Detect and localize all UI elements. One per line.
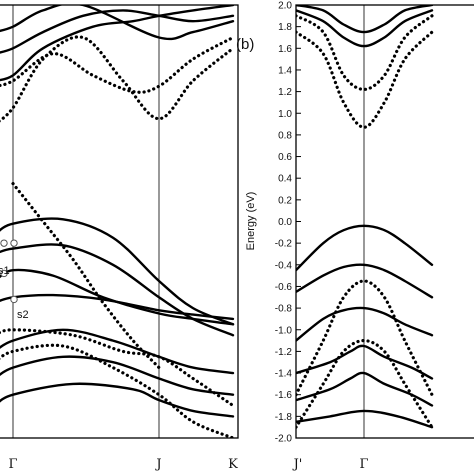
panel-a-band-11 <box>0 5 235 82</box>
panel-a-state-marker-2 <box>10 239 18 247</box>
panel-b-y-ticks: -2.0 -1.8 -1.6 -1.4 -1.2 -1.0 -0.8 -0.6 -0.4 -0.2… <box>275 1 301 445</box>
panel-b-y-tick-label-8: -0.6 <box>275 282 293 293</box>
panel-a-band-7 <box>0 382 235 418</box>
panel-b-label: (b) <box>236 36 254 53</box>
panel-b-y-axis-title: Energy (eV) <box>245 192 257 251</box>
panel-a-state-marker-4 <box>10 295 18 304</box>
panel-b-y-tick-label-17: 1.2 <box>278 87 292 98</box>
panel-b-y-tick-label-20: 1.8 <box>278 22 292 33</box>
panel-b-kpoint-label-1: J' <box>292 457 303 472</box>
panel-a-bands <box>0 5 235 438</box>
panel-b-y-tick-label-18: 1.4 <box>278 65 292 76</box>
annotation-s2: s2 <box>17 309 29 321</box>
panel-a-kpoint-label-1: Γ <box>8 457 17 472</box>
panel-a-state-marker-3 <box>0 269 8 278</box>
panel-b-y-tick-label-15: 0.8 <box>278 130 292 141</box>
panel-a-band-8 <box>0 343 235 438</box>
panel-b-y-tick-label-13: 0.4 <box>278 174 292 185</box>
panel-b: -2.0 -1.8 -1.6 -1.4 -1.2 -1.0 -0.8 -0.6 -0.4 -0.2… <box>245 1 474 472</box>
panel-b-y-tick-label-3: -1.6 <box>275 390 293 401</box>
annotation-s1: s1 <box>0 265 10 277</box>
panel-a-band-4 <box>0 293 235 321</box>
panel-b-kpoint-label-2: Γ <box>359 457 368 472</box>
panel-a-kpoint-label-3: K <box>228 457 238 472</box>
panel-b-y-tick-label-19: 1.6 <box>278 44 292 55</box>
panel-b-y-tick-label-9: -0.4 <box>275 260 293 271</box>
panel-a-frame <box>0 4 239 439</box>
panel-b-y-tick-label-14: 0.6 <box>278 152 292 163</box>
panel-b-y-tick-label-7: -0.8 <box>275 304 293 315</box>
panel-b-y-tick-label-4: -1.4 <box>275 369 293 380</box>
panel-a-state-marker-1 <box>0 239 8 247</box>
panel-b-band-7 <box>296 279 434 397</box>
panel-b-y-tick-label-5: -1.2 <box>275 347 293 358</box>
panel-b-y-tick-label-6: -1.0 <box>275 325 293 336</box>
panel-b-y-tick-label-11: 0.0 <box>278 217 292 228</box>
panel-b-y-tick-label-1: -2.0 <box>275 434 293 445</box>
panel-b-y-tick-label-21: 2.0 <box>278 1 292 12</box>
panel-a: s1 s2 Γ J K <box>0 4 239 472</box>
panel-b-y-tick-label-2: -1.8 <box>275 412 293 423</box>
panel-b-y-tick-label-12: 0.2 <box>278 195 292 206</box>
panel-b-kpoint-labels: J' Γ <box>292 457 369 472</box>
panel-a-band-9 <box>11 182 161 370</box>
panel-b-frame <box>295 4 474 439</box>
panel-b-y-tick-label-16: 1.0 <box>278 109 292 120</box>
panel-a-kpoint-label-2: J <box>154 457 161 472</box>
panel-b-y-tick-label-10: -0.2 <box>275 239 293 250</box>
panel-a-band-14 <box>0 35 235 123</box>
panel-a-markers <box>0 239 18 304</box>
panel-a-band-15 <box>0 35 235 94</box>
panel-a-band-5 <box>0 328 235 375</box>
